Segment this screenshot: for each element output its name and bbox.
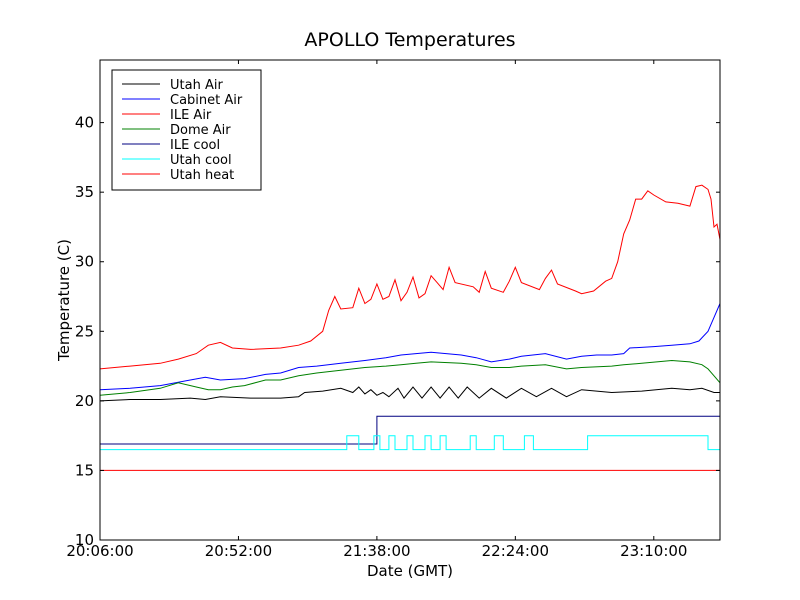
y-tick-label: 15: [75, 461, 94, 479]
legend-label-dome-air: Dome Air: [170, 123, 231, 138]
y-axis-label: Temperature (C): [55, 239, 73, 362]
legend-label-ile-cool: ILE cool: [170, 138, 220, 153]
plot-frame: [99, 59, 721, 541]
legend-label-ile-air: ILE Air: [170, 108, 212, 123]
x-tick-label: 20:06:00: [66, 542, 133, 560]
series-line-utah-cool: [100, 435, 720, 451]
legend-box: [111, 69, 262, 191]
x-tick-label: 20:52:00: [205, 542, 272, 560]
series-line-dome-air: [99, 359, 721, 396]
chart-title: APOLLO Temperatures: [304, 29, 515, 51]
series-line-cabinet-air: [99, 303, 721, 391]
y-tick-label: 40: [75, 114, 94, 132]
y-tick-label: 35: [75, 183, 94, 201]
tick-layer: 10 15 20 25 30 35 40 20:06:00 20:52:00 21:38:00 22…: [66, 60, 720, 560]
x-tick-label: 22:24:00: [482, 542, 549, 560]
legend-label-utah-cool: Utah cool: [170, 153, 232, 168]
legend-label-cabinet-air: Cabinet Air: [170, 93, 243, 108]
series-layer: [99, 184, 721, 471]
series-line-ile-air: [99, 184, 721, 370]
x-tick-label: 21:38:00: [343, 542, 410, 560]
legend-label-utah-air: Utah Air: [170, 78, 223, 93]
y-tick-label: 30: [75, 253, 94, 271]
series-line-utah-air: [99, 386, 720, 402]
y-tick-label: 20: [75, 392, 94, 410]
x-tick-label: 23:10:00: [620, 542, 687, 560]
y-tick-label: 10: [75, 531, 94, 549]
y-tick-label: 25: [75, 322, 94, 340]
series-line-ile-cool: [100, 415, 720, 445]
x-axis-label: Date (GMT): [367, 562, 453, 580]
legend-label-utah-heat: Utah heat: [170, 168, 234, 183]
